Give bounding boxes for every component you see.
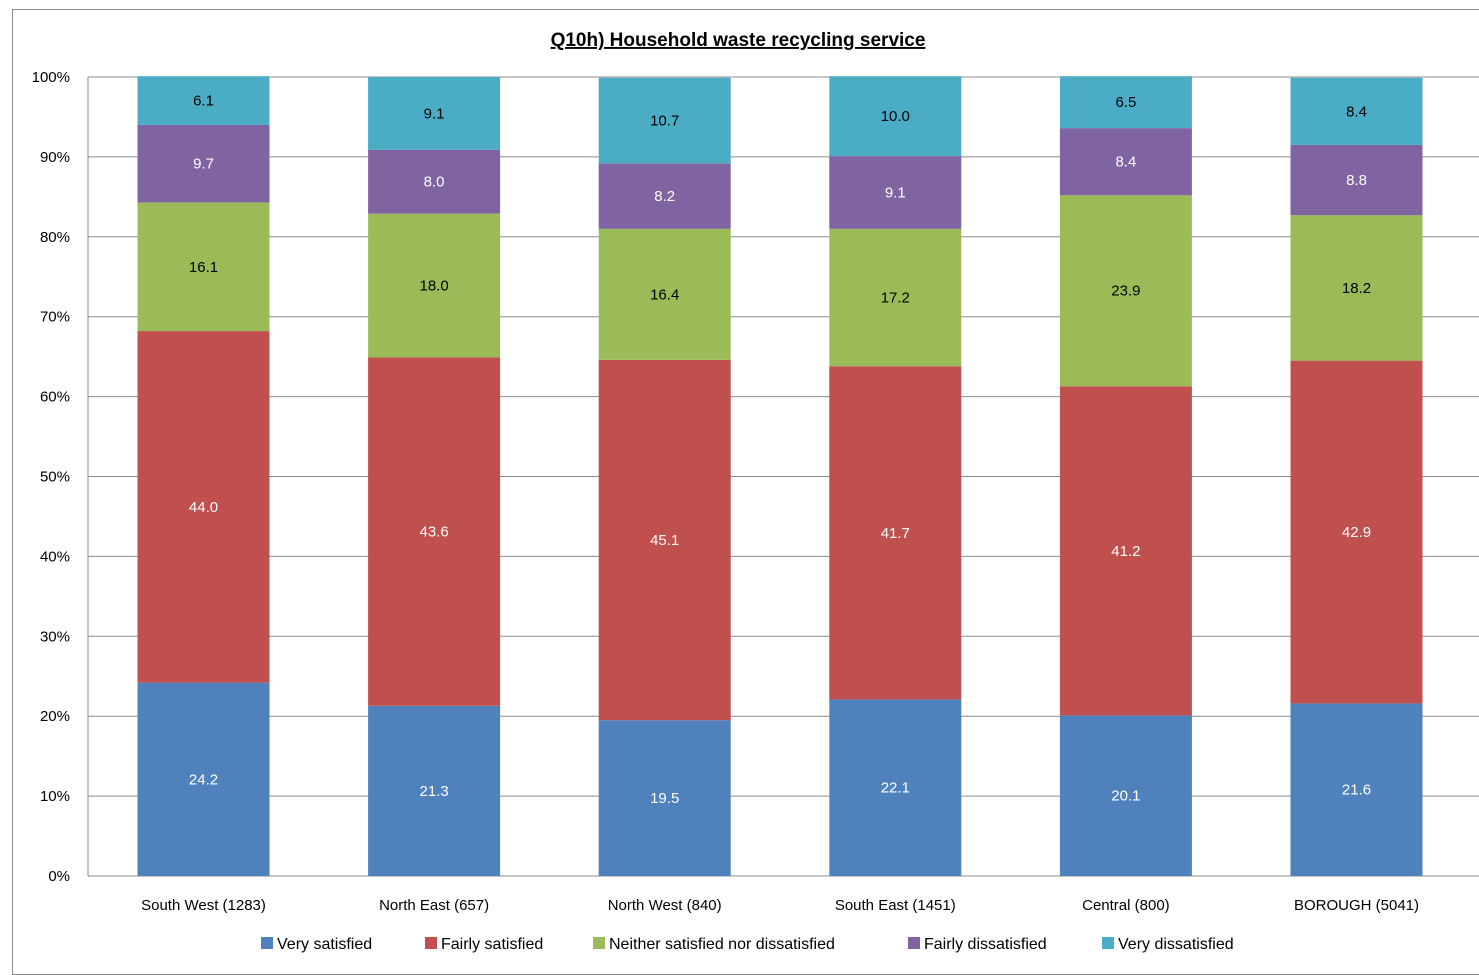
bar-segment — [598, 163, 731, 229]
data-label: 20.1 — [1111, 788, 1140, 805]
data-label: 6.1 — [193, 93, 214, 110]
data-label: 8.8 — [1346, 172, 1367, 189]
legend-label: Very dissatisfied — [1118, 936, 1234, 953]
bar-segment — [368, 357, 501, 706]
legend: Very satisfied Fairly satisfied Neither sa… — [261, 936, 1234, 953]
x-axis-ticks: South West (1283) North East (657) North W… — [141, 897, 1419, 914]
bar-segment — [829, 76, 962, 157]
legend-label: Fairly dissatisfied — [924, 936, 1047, 953]
legend-swatch — [593, 937, 605, 949]
bar-segment — [829, 228, 962, 367]
x-tick-label: South East (1451) — [835, 897, 956, 914]
bar-segment — [368, 213, 501, 358]
y-tick-label: 50% — [40, 469, 70, 486]
bar-segment — [598, 228, 731, 360]
data-label: 9.1 — [424, 105, 445, 122]
data-label: 10.7 — [650, 113, 679, 130]
bar-segment — [137, 202, 270, 332]
x-tick-label: Central (800) — [1082, 897, 1170, 914]
x-tick-label: North East (657) — [379, 897, 489, 914]
bar-segment — [598, 359, 731, 721]
bar-segment — [368, 77, 501, 150]
bar-segment — [1059, 715, 1192, 876]
y-tick-label: 80% — [40, 229, 70, 246]
bar-segment — [137, 682, 270, 876]
bar-segment — [1290, 360, 1423, 704]
x-tick-label: BOROUGH (5041) — [1294, 897, 1419, 914]
x-tick-label: North West (840) — [608, 897, 722, 914]
bar-segment — [598, 720, 731, 876]
y-tick-label: 30% — [40, 628, 70, 645]
legend-swatch — [908, 937, 920, 949]
bar-segment — [829, 699, 962, 876]
y-tick-label: 100% — [32, 69, 70, 86]
bar-segment — [1059, 195, 1192, 387]
legend-label: Fairly satisfied — [441, 936, 543, 953]
gridlines — [87, 76, 1479, 877]
data-label: 8.4 — [1346, 103, 1367, 120]
bar-segment — [1290, 215, 1423, 361]
data-label: 42.9 — [1342, 524, 1371, 541]
y-tick-label: 60% — [40, 389, 70, 406]
y-tick-label: 0% — [48, 868, 70, 885]
x-tick-label: South West (1283) — [141, 897, 266, 914]
data-label: 44.0 — [189, 499, 218, 516]
data-label: 23.9 — [1111, 283, 1140, 300]
data-label: 16.4 — [650, 286, 679, 303]
data-label: 19.5 — [650, 790, 679, 807]
bar-segment — [1059, 76, 1192, 129]
data-label: 43.6 — [419, 524, 448, 541]
data-label: 41.2 — [1111, 543, 1140, 560]
data-label: 10.0 — [881, 108, 910, 125]
bar-segment — [368, 149, 501, 214]
legend-label: Very satisfied — [277, 936, 372, 953]
legend-swatch — [261, 937, 273, 949]
data-label: 16.1 — [189, 259, 218, 276]
y-tick-label: 40% — [40, 548, 70, 565]
bar-segment — [829, 366, 962, 700]
data-label: 24.2 — [189, 771, 218, 788]
bars: 24.2 44.0 16.1 9.7 6.1 21.3 43.6 18.0 8.0 9.1 19.5… — [137, 76, 1423, 876]
data-label: 6.5 — [1115, 94, 1136, 111]
bar-segment — [368, 705, 501, 876]
bar-segment — [137, 76, 270, 125]
data-label: 8.4 — [1115, 154, 1136, 171]
data-label: 45.1 — [650, 532, 679, 549]
bar-segment — [1290, 703, 1423, 876]
data-label: 9.7 — [193, 156, 214, 173]
bar-segment — [1290, 77, 1423, 145]
bar-segment — [1059, 386, 1192, 716]
data-label: 17.2 — [881, 290, 910, 307]
y-tick-label: 10% — [40, 788, 70, 805]
data-label: 21.6 — [1342, 782, 1371, 799]
legend-label: Neither satisfied nor dissatisfied — [609, 936, 835, 953]
data-label: 9.1 — [885, 184, 906, 201]
legend-swatch — [1102, 937, 1114, 949]
chart-title: Q10h) Household waste recycling service — [551, 30, 926, 51]
bar-segment — [1059, 128, 1192, 196]
bar-segment — [137, 331, 270, 683]
bar-segment — [598, 77, 731, 164]
y-tick-label: 20% — [40, 708, 70, 725]
data-label: 8.2 — [654, 188, 675, 205]
bar-segment — [1290, 144, 1423, 216]
data-label: 18.2 — [1342, 280, 1371, 297]
data-label: 18.0 — [419, 278, 448, 295]
legend-swatch — [425, 937, 437, 949]
y-axis-ticks: 0% 10% 20% 30% 40% 50% 60% 70% 80% 90% 100% — [32, 69, 70, 885]
bar-segment — [137, 124, 270, 203]
data-label: 8.0 — [424, 174, 445, 191]
data-label: 22.1 — [881, 780, 910, 797]
data-label: 41.7 — [881, 525, 910, 542]
y-tick-label: 90% — [40, 149, 70, 166]
y-tick-label: 70% — [40, 309, 70, 326]
bar-segment — [829, 156, 962, 229]
data-label: 21.3 — [419, 783, 448, 800]
